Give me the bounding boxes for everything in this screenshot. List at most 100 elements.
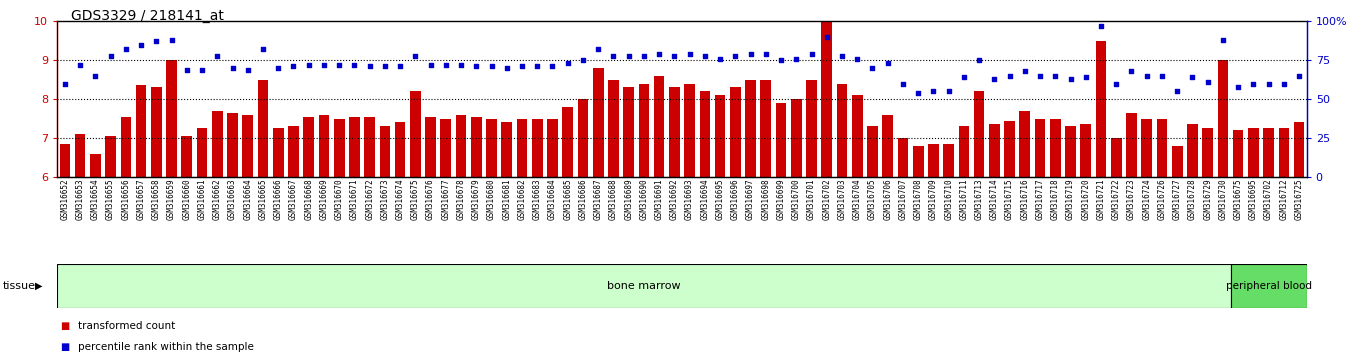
Bar: [547, 119, 558, 177]
Bar: [211, 111, 222, 177]
Bar: [456, 115, 466, 177]
Bar: [1218, 60, 1228, 177]
Point: [237, 67, 259, 72]
Point: [1121, 68, 1143, 74]
Bar: [303, 117, 314, 177]
Point: [55, 81, 76, 86]
Point: [191, 67, 213, 72]
Point: [1045, 73, 1067, 79]
Bar: [1142, 119, 1153, 177]
Bar: [928, 144, 938, 177]
Bar: [486, 119, 496, 177]
Point: [663, 53, 685, 58]
Point: [435, 62, 457, 68]
Point: [1196, 79, 1218, 85]
Bar: [1095, 41, 1106, 177]
Point: [496, 65, 518, 71]
Bar: [1278, 128, 1289, 177]
Bar: [1294, 122, 1304, 177]
Bar: [852, 95, 862, 177]
Bar: [502, 122, 512, 177]
Point: [816, 34, 837, 40]
Point: [1136, 73, 1158, 79]
Point: [1288, 73, 1309, 79]
Point: [115, 46, 136, 52]
Point: [221, 65, 243, 71]
Point: [70, 62, 91, 68]
Bar: [1157, 119, 1168, 177]
Bar: [700, 91, 711, 177]
Bar: [745, 80, 756, 177]
Bar: [562, 107, 573, 177]
Point: [922, 88, 944, 94]
Point: [130, 42, 151, 47]
Point: [588, 46, 610, 52]
Bar: [1004, 120, 1015, 177]
Point: [344, 62, 366, 68]
Text: peripheral blood: peripheral blood: [1226, 281, 1312, 291]
Point: [312, 62, 334, 68]
Bar: [1065, 126, 1076, 177]
Bar: [517, 119, 528, 177]
Bar: [1248, 128, 1259, 177]
Point: [282, 64, 304, 69]
Bar: [411, 91, 420, 177]
Point: [1075, 74, 1097, 80]
Bar: [1172, 146, 1183, 177]
Point: [572, 57, 593, 63]
Point: [937, 88, 959, 94]
Point: [831, 53, 852, 58]
Point: [618, 53, 640, 58]
Point: [465, 64, 487, 69]
Point: [603, 53, 625, 58]
Point: [450, 62, 472, 68]
Point: [1243, 81, 1264, 86]
Bar: [730, 87, 741, 177]
Point: [527, 64, 548, 69]
Bar: [532, 119, 543, 177]
Text: ■: ■: [60, 342, 70, 352]
Point: [1030, 73, 1052, 79]
Point: [1151, 73, 1173, 79]
Bar: [364, 117, 375, 177]
Point: [85, 73, 106, 79]
Bar: [166, 60, 177, 177]
Point: [557, 61, 578, 66]
Point: [846, 56, 868, 62]
Point: [176, 67, 198, 72]
Point: [1213, 37, 1234, 43]
Point: [694, 53, 716, 58]
Bar: [1263, 128, 1274, 177]
Text: bone marrow: bone marrow: [607, 281, 681, 291]
Bar: [441, 119, 451, 177]
Point: [542, 64, 563, 69]
Text: percentile rank within the sample: percentile rank within the sample: [78, 342, 254, 352]
Point: [512, 64, 533, 69]
Point: [1013, 68, 1035, 74]
Point: [1258, 81, 1279, 86]
Point: [329, 62, 351, 68]
Bar: [1080, 125, 1091, 177]
Point: [100, 53, 121, 58]
Bar: [90, 154, 101, 177]
Bar: [1230, 264, 1307, 308]
Point: [754, 51, 776, 57]
Bar: [898, 138, 908, 177]
Bar: [944, 144, 953, 177]
Point: [907, 90, 929, 96]
Bar: [75, 134, 86, 177]
Bar: [243, 115, 254, 177]
Point: [877, 61, 899, 66]
Point: [161, 37, 183, 43]
Bar: [1202, 128, 1213, 177]
Point: [374, 64, 396, 69]
Bar: [1233, 130, 1244, 177]
Point: [679, 51, 701, 57]
Point: [480, 64, 502, 69]
Bar: [653, 76, 664, 177]
Point: [739, 51, 761, 57]
Point: [1228, 84, 1249, 90]
Bar: [273, 128, 284, 177]
Point: [801, 51, 822, 57]
Bar: [60, 144, 70, 177]
